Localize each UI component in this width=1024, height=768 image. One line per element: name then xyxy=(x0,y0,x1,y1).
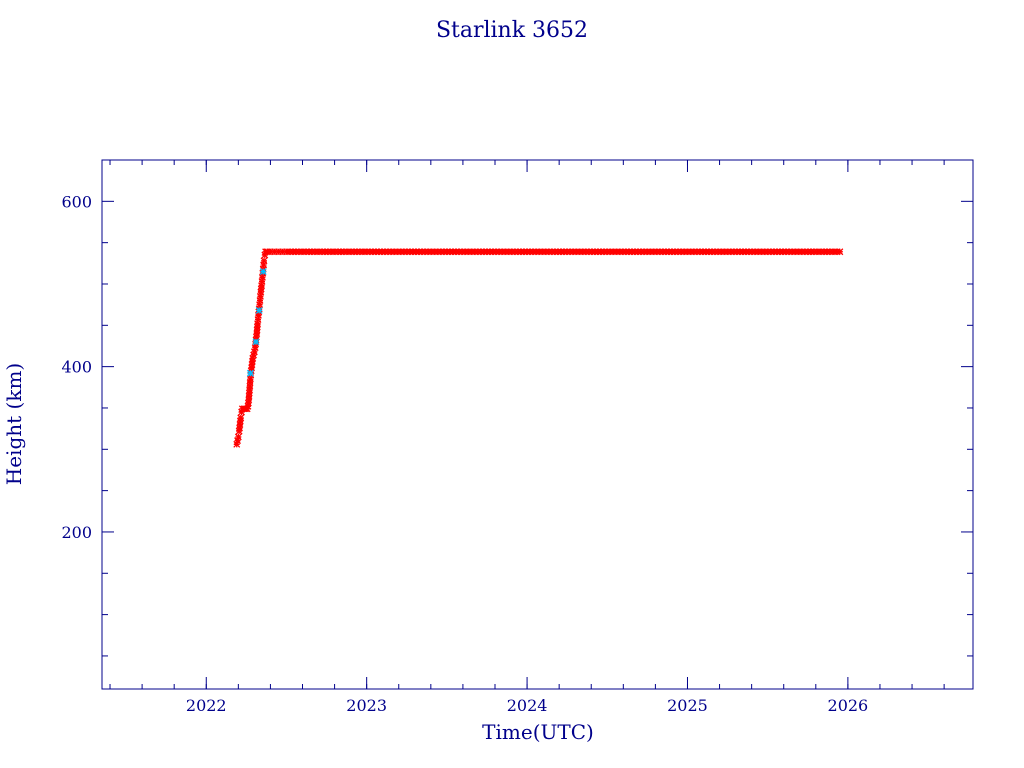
y-tick-label: 200 xyxy=(61,523,92,542)
data-point xyxy=(255,306,263,314)
axis-ticks xyxy=(102,159,973,689)
x-tick-label: 2026 xyxy=(828,696,869,715)
data-point xyxy=(246,369,254,377)
x-tick-label: 2024 xyxy=(507,696,548,715)
y-tick-label: 600 xyxy=(61,192,92,211)
chart-title: Starlink 3652 xyxy=(436,18,588,43)
data-point xyxy=(836,248,844,256)
tick-labels: 2022 2023 2024 2025 2026 200 400 600 xyxy=(61,192,868,715)
data-points xyxy=(233,248,844,448)
plot-frame xyxy=(101,159,974,690)
data-point xyxy=(252,338,260,346)
y-axis-title: Height (km) xyxy=(2,363,26,485)
data-point xyxy=(259,268,267,276)
x-tick-label: 2025 xyxy=(667,696,708,715)
y-tick-label: 400 xyxy=(61,358,92,377)
x-tick-label: 2022 xyxy=(186,696,227,715)
x-tick-label: 2023 xyxy=(346,696,387,715)
data-point xyxy=(234,433,242,441)
data-point xyxy=(260,257,268,265)
data-point xyxy=(237,414,245,422)
x-axis-title: Time(UTC) xyxy=(482,720,594,744)
